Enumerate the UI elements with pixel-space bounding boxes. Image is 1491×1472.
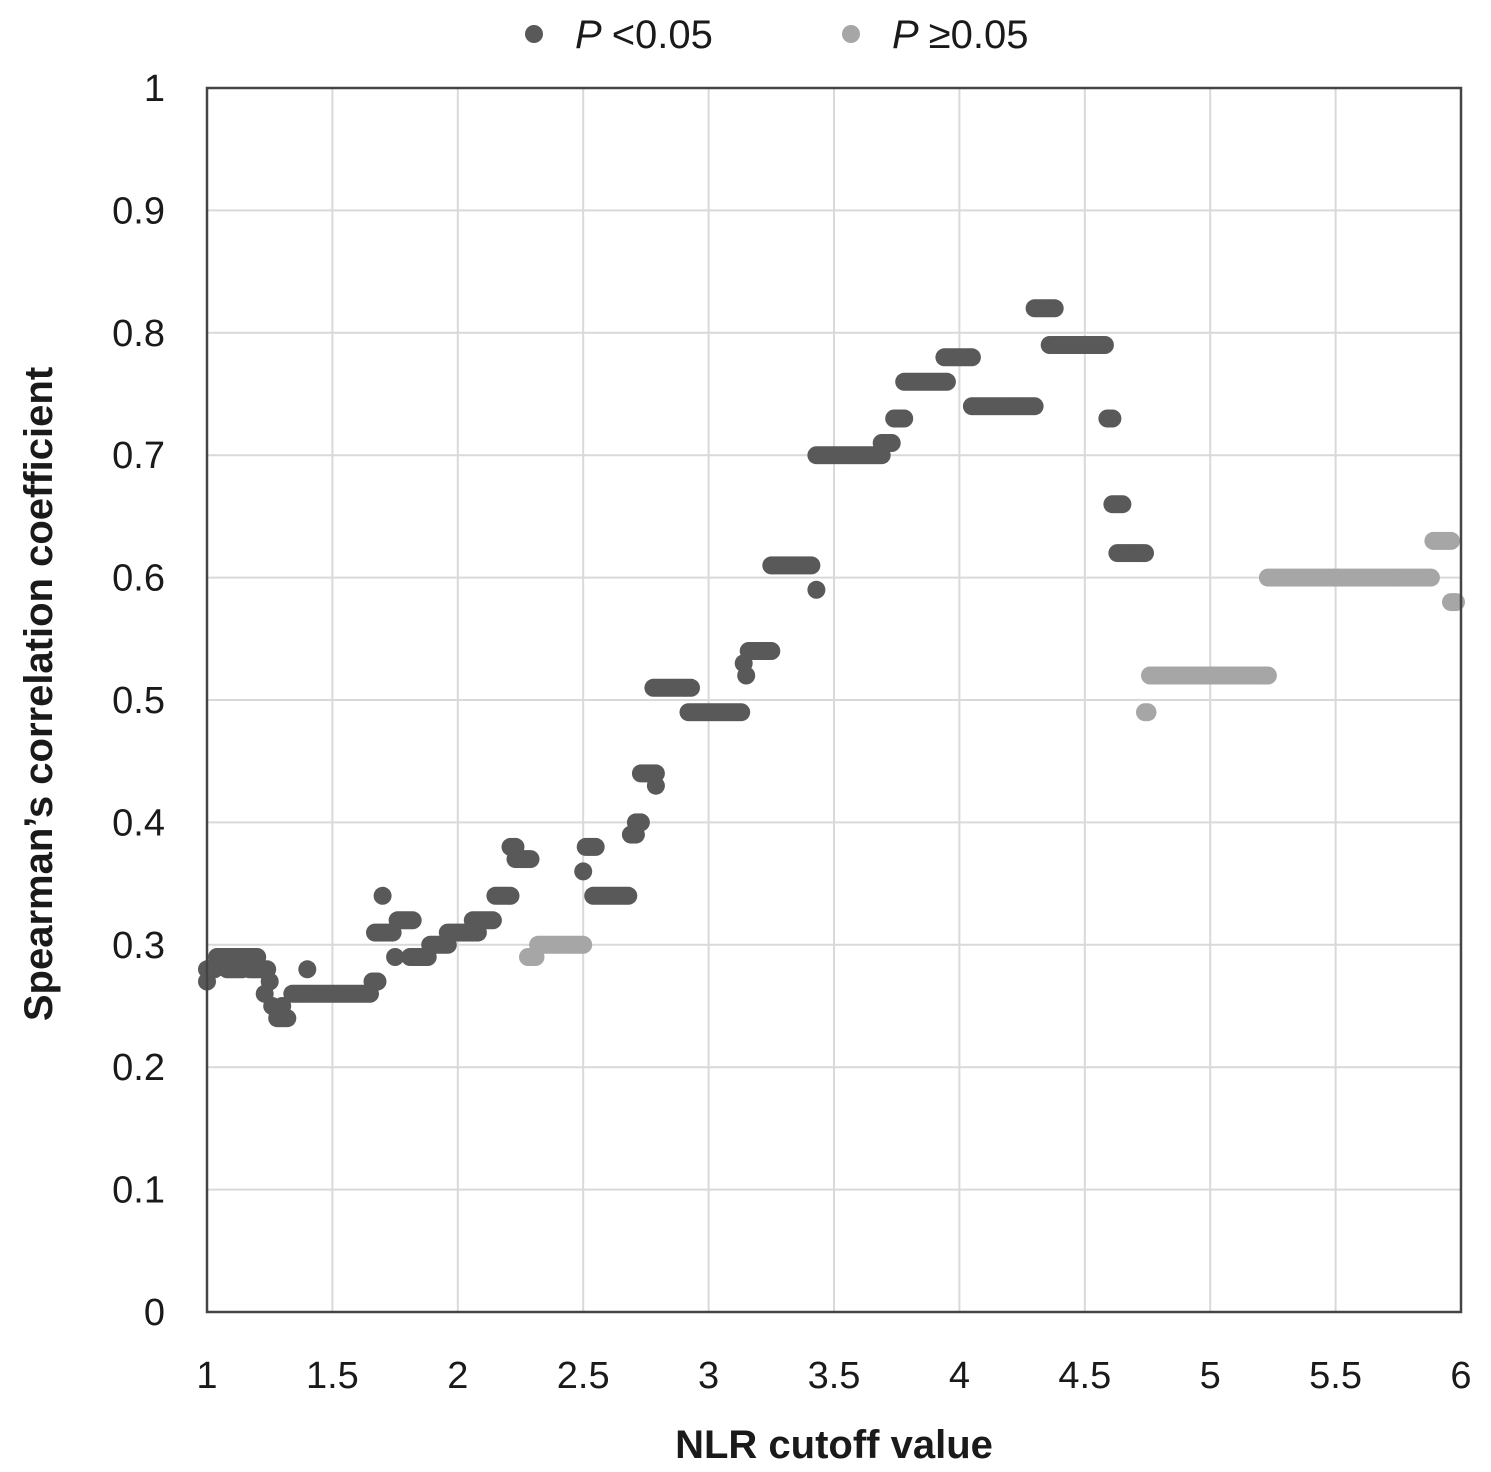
plot-frame <box>205 86 1463 1314</box>
point-significant <box>1045 299 1064 318</box>
y-tick-label: 0.2 <box>112 1047 165 1089</box>
y-tick-label: 0.6 <box>112 558 165 600</box>
point-significant <box>807 580 826 599</box>
y-tick-label: 1 <box>144 68 165 110</box>
point-significant <box>1113 495 1132 514</box>
x-axis-title: NLR cutoff value <box>675 1423 993 1467</box>
legend-threshold: ≥0.05 <box>929 13 1029 57</box>
legend-symbol: P <box>892 13 919 57</box>
x-tick-label: 3.5 <box>808 1355 861 1397</box>
point-significant <box>1103 409 1122 428</box>
x-tick-label: 5.5 <box>1309 1355 1362 1397</box>
point-significant <box>483 911 502 930</box>
y-tick-label: 0 <box>144 1292 165 1334</box>
point-significant <box>682 678 700 697</box>
legend-marker-not-significant <box>842 25 860 43</box>
legend-label-not-significant: P ≥0.05 <box>892 13 1029 57</box>
point-significant <box>646 776 665 795</box>
y-tick-label: 0.5 <box>112 680 165 722</box>
point-significant <box>895 409 914 428</box>
point-significant <box>1136 544 1154 563</box>
point-significant <box>403 911 422 930</box>
point-significant <box>802 556 821 575</box>
point-significant <box>574 862 593 881</box>
x-tick-label: 4 <box>949 1355 970 1397</box>
point-significant <box>260 972 279 991</box>
point-significant <box>732 703 751 722</box>
legend-label-significant: P <0.05 <box>575 13 713 57</box>
point-significant <box>631 813 650 832</box>
point-significant <box>386 948 405 966</box>
y-tick-label: 0.1 <box>112 1170 165 1212</box>
point-not-significant <box>1138 703 1157 722</box>
point-significant <box>646 764 665 783</box>
point-significant <box>882 434 901 452</box>
x-tick-label: 5 <box>1200 1355 1221 1397</box>
point-not-significant <box>1447 593 1465 612</box>
x-tick-label: 4.5 <box>1058 1355 1111 1397</box>
point-significant <box>521 850 540 869</box>
point-significant <box>273 997 292 1015</box>
point-significant <box>737 666 756 685</box>
legend: P <0.05 P ≥0.05 <box>525 13 1029 57</box>
x-tick-label: 1.5 <box>306 1355 359 1397</box>
x-tick-label: 2.5 <box>557 1355 610 1397</box>
point-not-significant <box>574 935 593 954</box>
y-tick-label: 0.8 <box>112 313 165 355</box>
point-significant <box>937 372 956 391</box>
point-not-significant <box>1442 531 1460 550</box>
y-tick-label: 0.4 <box>112 802 165 844</box>
point-significant <box>1025 397 1044 416</box>
point-significant <box>762 642 781 660</box>
y-tick-label: 0.3 <box>112 925 165 967</box>
x-tick-label: 1 <box>196 1355 217 1397</box>
legend-threshold: <0.05 <box>612 13 713 57</box>
x-tick-label: 2 <box>447 1355 468 1397</box>
point-significant <box>586 837 605 856</box>
legend-symbol: P <box>575 13 602 57</box>
x-tick-label: 6 <box>1450 1355 1471 1397</box>
data-points <box>198 299 1465 1028</box>
point-significant <box>373 886 392 905</box>
y-tick-label: 0.7 <box>112 435 165 477</box>
y-tick-label: 0.9 <box>112 190 165 232</box>
point-significant <box>298 960 317 979</box>
y-axis-title: Spearman’s correlation coefficient <box>17 367 61 1021</box>
y-axis-tick-labels: 0 0.1 0.2 0.3 0.4 0.5 0.6 0.7 0.8 0.9 1 <box>112 68 165 1334</box>
point-significant <box>1095 336 1114 354</box>
point-not-significant <box>1421 568 1440 587</box>
point-significant <box>368 972 387 991</box>
point-not-significant <box>1258 666 1277 685</box>
point-significant <box>619 886 638 905</box>
legend-marker-significant <box>525 25 543 43</box>
point-significant <box>501 886 520 905</box>
gridlines <box>206 87 1462 1313</box>
x-axis-tick-labels: 1 1.5 2 2.5 3 3.5 4 4.5 5 5.5 6 <box>196 1355 1471 1397</box>
point-significant <box>962 348 981 367</box>
x-tick-label: 3 <box>698 1355 719 1397</box>
